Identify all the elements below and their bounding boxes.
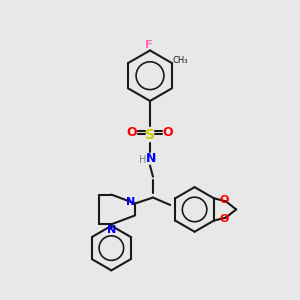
Text: N: N [146,152,157,165]
Text: N: N [126,197,135,207]
Text: O: O [163,126,173,139]
Text: CH₃: CH₃ [172,56,188,64]
Text: O: O [127,126,137,139]
Text: F: F [145,40,152,50]
Text: N: N [107,225,116,235]
Text: O: O [220,214,229,224]
Text: H: H [139,155,146,165]
Text: O: O [220,195,229,205]
Text: S: S [145,128,155,142]
